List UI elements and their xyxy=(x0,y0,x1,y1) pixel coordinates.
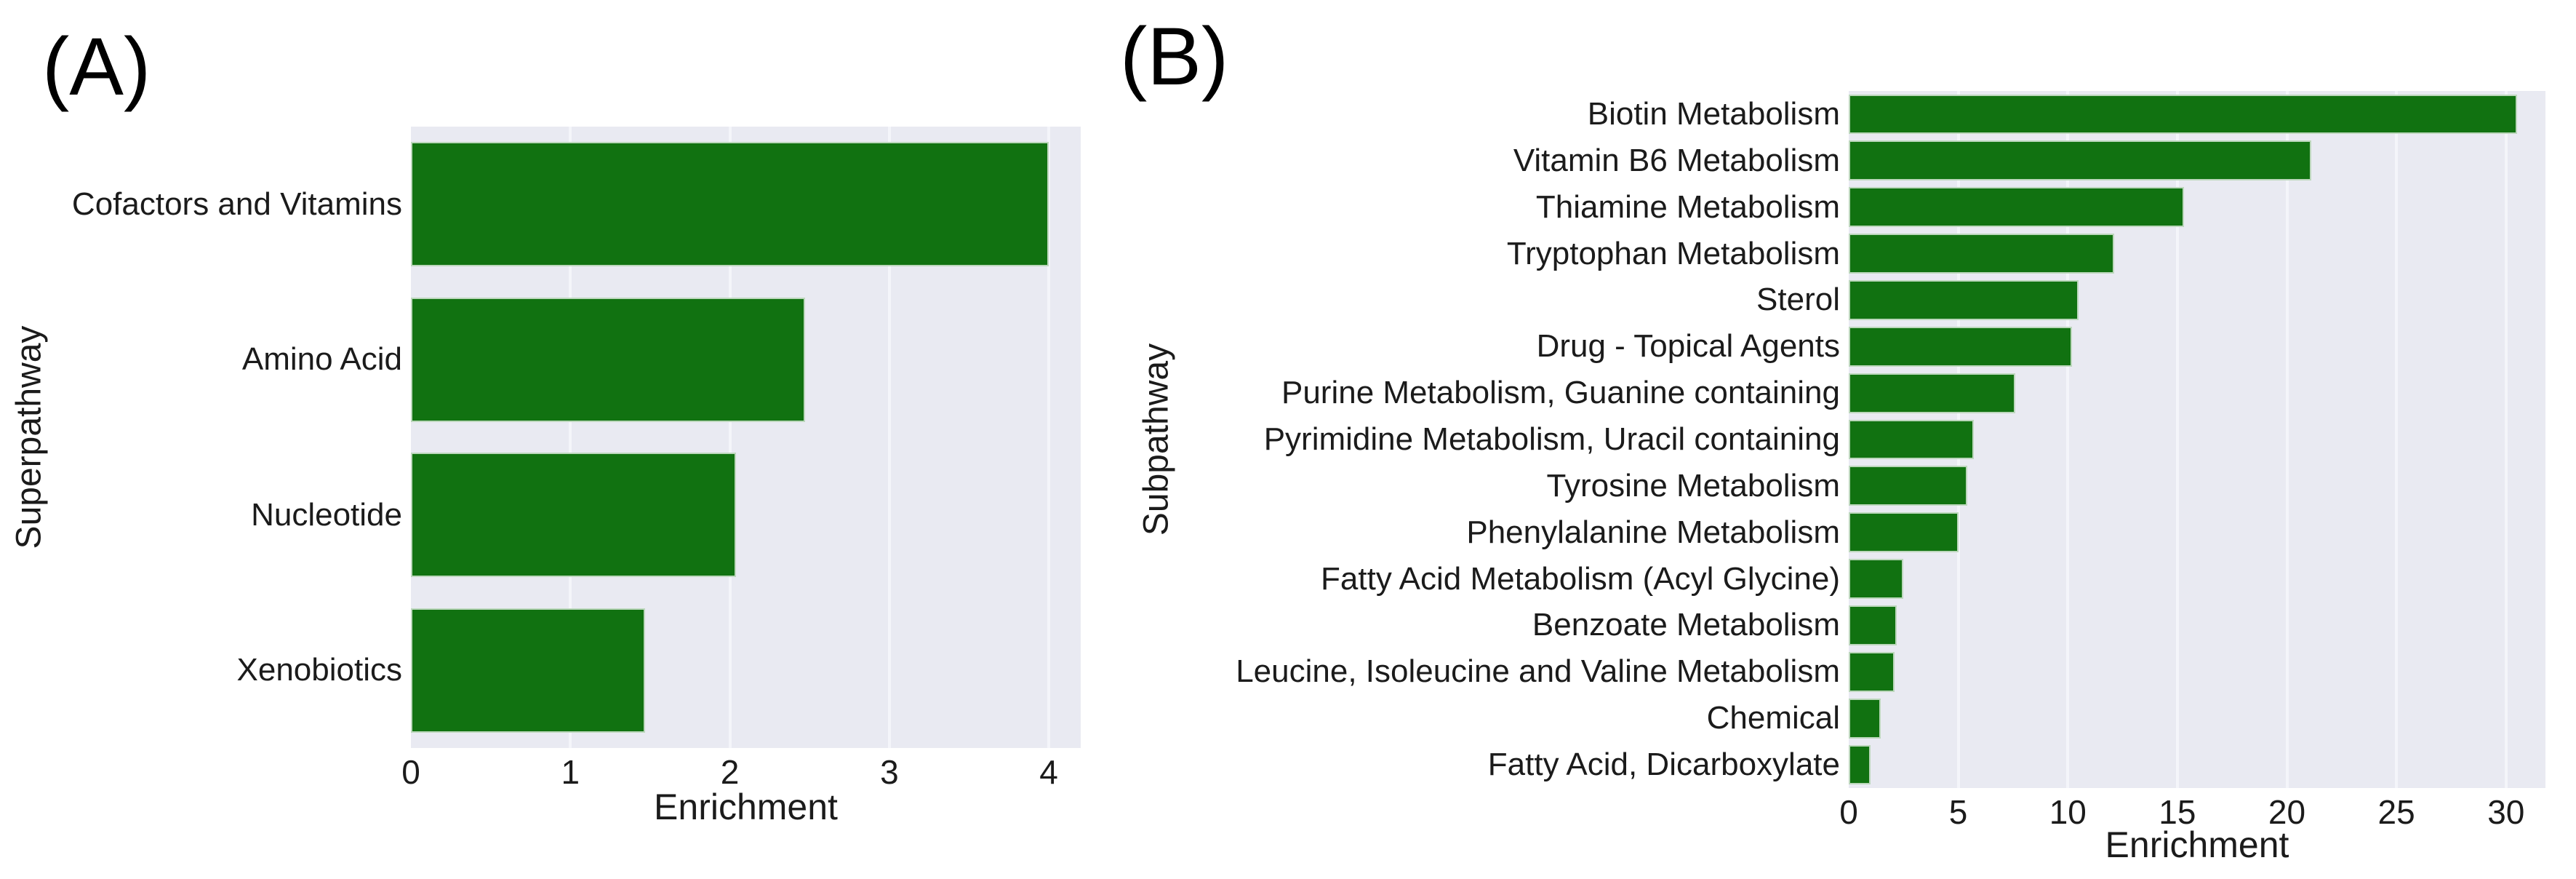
grid-line xyxy=(2504,91,2508,788)
y-tick-label: Drug - Topical Agents xyxy=(1536,328,1840,365)
x-tick-label: 0 xyxy=(1839,793,1858,831)
y-tick-label: Amino Acid xyxy=(241,341,402,378)
x-tick-label: 3 xyxy=(880,753,899,791)
grid-line xyxy=(1047,127,1051,748)
y-tick-label: Pyrimidine Metabolism, Uracil containing xyxy=(1263,421,1840,458)
bar xyxy=(1849,279,2079,320)
y-tick-label: Xenobiotics xyxy=(236,652,402,688)
grid-line xyxy=(2285,91,2289,788)
bar xyxy=(1849,512,1959,553)
y-tick-label: Sterol xyxy=(1756,282,1840,318)
panel-b-label: (B) xyxy=(1120,11,1229,102)
x-tick-label: 30 xyxy=(2487,793,2525,831)
bar xyxy=(1849,326,2073,367)
bar xyxy=(411,142,1049,267)
y-tick-label: Biotin Metabolism xyxy=(1587,95,1840,132)
bar xyxy=(1849,466,1967,506)
y-tick-label: Purine Metabolism, Guanine containing xyxy=(1281,375,1840,411)
x-axis-title-b: Enrichment xyxy=(2105,824,2289,865)
plot-area-b xyxy=(1849,91,2545,788)
grid-line xyxy=(569,127,572,748)
bar xyxy=(1849,373,2015,413)
y-tick-label: Fatty Acid, Dicarboxylate xyxy=(1487,747,1840,783)
y-tick-label: Chemical xyxy=(1706,700,1840,736)
bar xyxy=(1849,187,2184,228)
x-axis-title-a: Enrichment xyxy=(654,787,838,827)
bar xyxy=(1849,744,1871,785)
y-tick-label: Cofactors and Vitamins xyxy=(71,186,402,222)
y-tick-label: Leucine, Isoleucine and Valine Metabolis… xyxy=(1236,653,1840,690)
bar xyxy=(411,297,805,422)
bar xyxy=(1849,94,2517,135)
x-tick-label: 4 xyxy=(1039,753,1058,791)
y-tick-label: Fatty Acid Metabolism (Acyl Glycine) xyxy=(1321,560,1840,597)
bar xyxy=(1849,419,1974,460)
x-tick-label: 2 xyxy=(720,753,740,791)
y-tick-label: Benzoate Metabolism xyxy=(1532,607,1840,643)
bar xyxy=(1849,140,2311,181)
x-tick-label: 0 xyxy=(401,753,420,791)
bar xyxy=(411,453,737,578)
grid-line xyxy=(2395,91,2399,788)
bar xyxy=(1849,559,1904,599)
grid-line xyxy=(2175,91,2179,788)
x-tick-label: 5 xyxy=(1948,793,1968,831)
y-tick-label: Thiamine Metabolism xyxy=(1535,188,1840,225)
y-tick-label: Tryptophan Metabolism xyxy=(1506,235,1840,271)
grid-line xyxy=(2066,91,2070,788)
bar xyxy=(1849,651,1895,692)
grid-line xyxy=(728,127,732,748)
x-tick-label: 10 xyxy=(2049,793,2087,831)
bar xyxy=(1849,605,1897,645)
y-tick-label: Tyrosine Metabolism xyxy=(1546,467,1840,504)
x-tick-label: 1 xyxy=(561,753,580,791)
y-tick-label: Phenylalanine Metabolism xyxy=(1466,514,1840,550)
x-tick-label: 15 xyxy=(2159,793,2196,831)
plot-area-a xyxy=(411,127,1081,748)
bar xyxy=(1849,698,1881,739)
x-tick-label: 25 xyxy=(2377,793,2415,831)
bar xyxy=(1849,234,2114,274)
y-tick-label: Nucleotide xyxy=(251,496,402,533)
bar xyxy=(411,608,646,733)
y-tick-label: Vitamin B6 Metabolism xyxy=(1513,142,1840,178)
grid-line xyxy=(887,127,891,748)
x-tick-label: 20 xyxy=(2268,793,2306,831)
panel-a-label: (A) xyxy=(42,21,151,112)
